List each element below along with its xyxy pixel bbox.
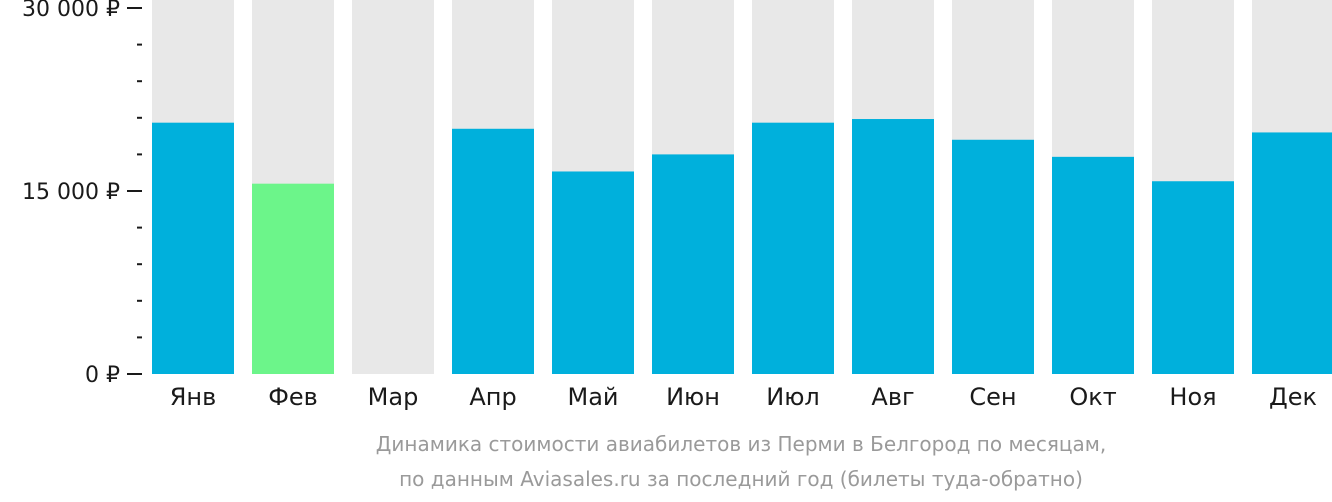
bar-9 (1052, 156, 1134, 374)
bar-8 (952, 139, 1034, 374)
x-tick-label-8: Сен (969, 383, 1016, 411)
x-tick-label-3: Апр (469, 383, 516, 411)
x-tick-label-11: Дек (1269, 383, 1317, 411)
bar-5 (652, 154, 734, 374)
x-axis-labels: Янв Фев Мар Апр Май Июн Июл Авг Сен Окт Ноя Дек (170, 383, 1317, 411)
bar-3 (452, 128, 534, 374)
bars (152, 119, 1332, 375)
bar-4 (552, 171, 634, 374)
x-tick-label-6: Июл (766, 383, 820, 411)
bar-6 (752, 122, 834, 375)
bar-0 (152, 122, 234, 375)
bar-7 (852, 119, 934, 375)
chart-caption-line-1: Динамика стоимости авиабилетов из Перми … (375, 432, 1107, 456)
x-tick-label-7: Авг (871, 383, 914, 411)
y-tick-label-0: 0 ₽ (85, 363, 120, 388)
y-tick-label-2: 30 000 ₽ (22, 0, 120, 22)
x-tick-label-4: Май (567, 383, 618, 411)
y-tick-label-1: 15 000 ₽ (22, 180, 120, 205)
x-tick-label-9: Окт (1069, 383, 1116, 411)
x-tick-label-0: Янв (170, 383, 217, 411)
x-tick-label-1: Фев (268, 383, 318, 411)
bar-1 (252, 183, 334, 374)
x-tick-label-10: Ноя (1169, 383, 1216, 411)
chart-caption-line-2: по данным Aviasales.ru за последний год … (399, 467, 1083, 491)
bar-11 (1252, 132, 1332, 374)
x-tick-label-2: Мар (368, 383, 419, 411)
x-tick-label-5: Июн (666, 383, 720, 411)
bar-10 (1152, 181, 1234, 374)
column-bg-2 (352, 0, 434, 374)
y-axis: 0 ₽ 15 000 ₽ 30 000 ₽ (22, 0, 142, 388)
